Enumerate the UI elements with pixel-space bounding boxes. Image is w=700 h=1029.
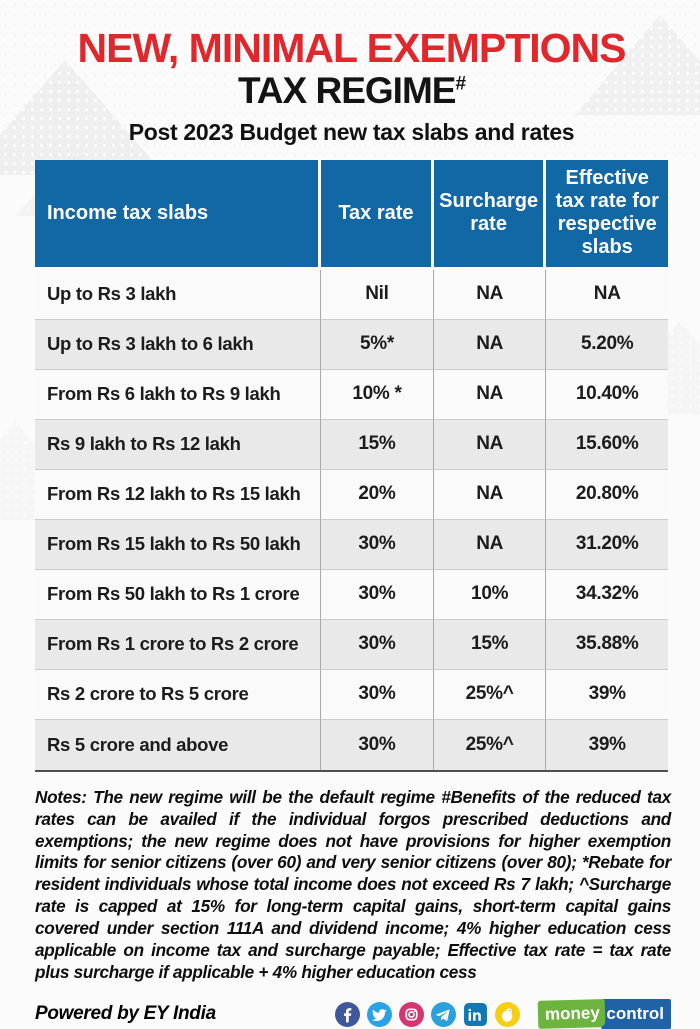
moneycontrol-logo-money: money (537, 999, 605, 1029)
table-cell: 20.80% (546, 469, 668, 520)
row-label: Rs 9 lakh to Rs 12 lakh (35, 419, 322, 470)
telegram-icon[interactable] (430, 1001, 456, 1027)
table-cell: NA (433, 419, 547, 470)
row-label: Rs 5 crore and above (35, 719, 322, 770)
row-label: Rs 2 crore to Rs 5 crore (35, 669, 322, 720)
table-cell: 10% * (321, 369, 434, 420)
table-cell: 34.32% (546, 569, 668, 620)
tax-table: Income tax slabs Tax rate Surcharge rate Ef… (35, 159, 668, 772)
table-cell: 20% (321, 469, 434, 520)
table-cell: 5%* (321, 319, 434, 370)
row-label: Up to Rs 3 lakh (35, 269, 322, 320)
table-cell: 30% (321, 669, 434, 720)
page-title-line1: NEW, MINIMAL EXEMPTIONS (77, 25, 627, 71)
row-label: From Rs 12 lakh to Rs 15 lakh (35, 469, 322, 520)
column-header: Income tax slabs (35, 159, 322, 270)
linkedin-icon[interactable] (463, 1002, 488, 1027)
page-title-line2-text: TAX REGIME (237, 69, 456, 111)
table-cell: NA (546, 269, 668, 320)
table-cell: 30% (321, 569, 434, 620)
table-cell: 39% (546, 669, 668, 720)
table-cell: 25%^ (433, 669, 547, 720)
table-cell: 39% (546, 719, 668, 770)
table-cell: NA (433, 519, 547, 570)
twitter-icon[interactable] (366, 1001, 392, 1027)
page-title-line2: TAX REGIME# (35, 72, 668, 109)
table-cell: 30% (321, 519, 434, 570)
moneycontrol-logo[interactable]: money control (535, 999, 671, 1029)
table-cell: NA (433, 269, 547, 320)
table-cell: 30% (321, 619, 434, 670)
row-label: From Rs 50 lakh to Rs 1 crore (35, 569, 322, 620)
tax-table-header: Income tax slabs Tax rate Surcharge rate Ef… (35, 159, 668, 270)
row-label: From Rs 6 lakh to Rs 9 lakh (35, 369, 322, 420)
footer-bar: Powered by EY India money control (35, 999, 671, 1029)
column-header: Surcharge rate (433, 159, 547, 270)
row-label: From Rs 15 lakh to Rs 50 lakh (35, 519, 322, 570)
page-subtitle: Post 2023 Budget new tax slabs and rates (128, 118, 575, 145)
facebook-icon[interactable] (334, 1001, 360, 1027)
tax-table-body: Up to Rs 3 lakh Nil NA NA Up to Rs 3 lakh to… (35, 269, 668, 772)
row-label: Up to Rs 3 lakh to 6 lakh (35, 319, 322, 370)
table-cell: 10.40% (546, 369, 668, 420)
title-superscript: # (455, 73, 466, 95)
table-cell: 10% (433, 569, 547, 620)
table-cell: 31.20% (546, 519, 668, 570)
footnotes-text: Notes: The new regime will be the defaul… (35, 786, 671, 982)
column-header: Effective tax rate for respective slabs (546, 159, 668, 270)
table-cell: 35.88% (546, 619, 668, 670)
table-cell: Nil (321, 269, 434, 320)
table-cell: NA (433, 469, 547, 520)
table-cell: NA (433, 319, 547, 370)
column-header: Tax rate (321, 159, 434, 270)
table-cell: 25%^ (433, 719, 547, 770)
table-cell: 15.60% (546, 419, 668, 470)
table-cell: 15% (433, 619, 547, 670)
instagram-icon[interactable] (398, 1001, 424, 1027)
table-cell: 30% (321, 719, 434, 770)
koo-icon[interactable] (494, 1001, 520, 1027)
table-cell: 15% (321, 419, 434, 470)
moneycontrol-logo-control: control (601, 999, 671, 1029)
powered-by-text: Powered by EY India (35, 1003, 216, 1025)
table-cell: NA (433, 369, 547, 420)
table-cell: 5.20% (546, 319, 668, 370)
social-links: money control (334, 999, 671, 1029)
row-label: From Rs 1 crore to Rs 2 crore (35, 619, 322, 670)
